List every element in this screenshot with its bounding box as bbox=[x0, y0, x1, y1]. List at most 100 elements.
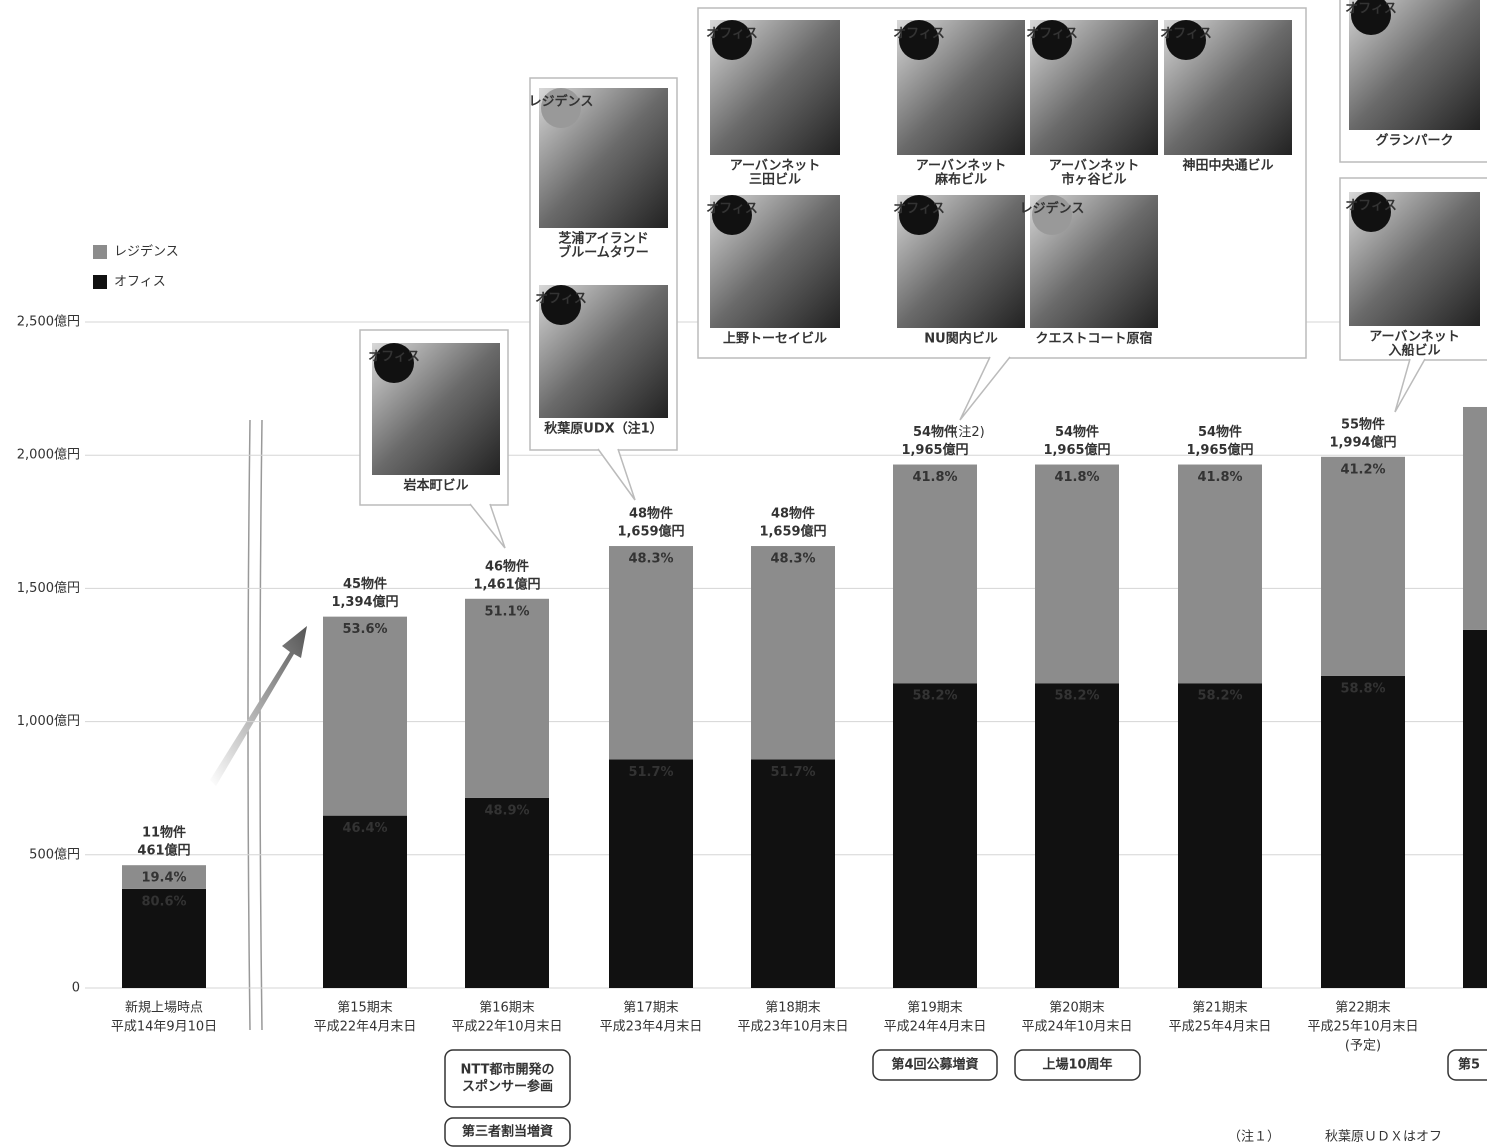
total-label: 1,659億円 bbox=[617, 524, 684, 540]
count-label: 48物件 bbox=[629, 506, 673, 522]
count-label: 54物件 bbox=[1198, 424, 1242, 440]
share-label: 41.2% bbox=[1340, 462, 1385, 477]
y-tick-label: 1,500億円 bbox=[17, 580, 80, 596]
share-label: 53.6% bbox=[342, 622, 387, 637]
x-tick-label: 第19期末 bbox=[907, 1001, 963, 1016]
badge-label: オフィス bbox=[706, 27, 758, 42]
photo-caption: アーバンネット bbox=[730, 159, 820, 174]
photo-caption: NU関内ビル bbox=[924, 331, 997, 347]
y-tick-label: 1,000億円 bbox=[17, 713, 80, 729]
share-label: 58.2% bbox=[1054, 689, 1099, 704]
bar-segment bbox=[893, 464, 977, 684]
share-label: 58.2% bbox=[1197, 689, 1242, 704]
event-box bbox=[872, 1049, 998, 1081]
total-label: 1,461億円 bbox=[473, 576, 540, 592]
count-label: 55物件 bbox=[1341, 416, 1385, 432]
bar-segment bbox=[465, 797, 549, 988]
bar-segment bbox=[122, 888, 206, 988]
photo-caption: アーバンネット bbox=[1049, 159, 1139, 174]
badge-label: オフィス bbox=[893, 202, 945, 217]
event-label: 第三者割当増資 bbox=[462, 1124, 553, 1140]
badge bbox=[899, 20, 939, 60]
event-box bbox=[1447, 1049, 1487, 1081]
share-label: 48.9% bbox=[484, 803, 529, 818]
x-tick-label: 第17期末 bbox=[623, 1001, 679, 1016]
share-label: 41.8% bbox=[1054, 470, 1099, 485]
bar-segment bbox=[609, 759, 693, 988]
x-tick-label: 平成25年4月末日 bbox=[1169, 1020, 1272, 1035]
photo-caption: 芝浦アイランド bbox=[558, 231, 648, 247]
badge bbox=[541, 285, 581, 325]
event-label: NTT都市開発の bbox=[461, 1062, 555, 1078]
total-label: 1,965億円 bbox=[1043, 442, 1110, 458]
badge bbox=[1166, 20, 1206, 60]
share-label: 51.1% bbox=[484, 604, 529, 619]
photo-caption: 上野トーセイビル bbox=[723, 331, 827, 347]
photo-caption: クエストコート原宿 bbox=[1035, 331, 1152, 347]
badge-label: オフィス bbox=[1345, 2, 1397, 17]
total-label: 1,965億円 bbox=[1186, 442, 1253, 458]
bar-segment bbox=[751, 759, 835, 988]
event-label: 上場10周年 bbox=[1042, 1057, 1112, 1073]
photo-caption: アーバンネット bbox=[1369, 330, 1459, 345]
y-tick-label: 2,500億円 bbox=[17, 314, 80, 330]
count-note: (注2) bbox=[953, 425, 984, 440]
total-label: 1,965億円 bbox=[901, 442, 968, 458]
photo-caption: 岩本町ビル bbox=[402, 478, 468, 494]
growth-arrow bbox=[210, 626, 307, 786]
event-label: 第4回公募増資 bbox=[891, 1057, 978, 1073]
photo-caption: 神田中央通ビル bbox=[1182, 158, 1273, 174]
x-tick-label: 第22期末 bbox=[1335, 1001, 1391, 1016]
share-label: 48.3% bbox=[628, 552, 673, 567]
event-box bbox=[444, 1049, 571, 1108]
bar-segment bbox=[122, 865, 206, 889]
share-label: 41.8% bbox=[1197, 470, 1242, 485]
badge-label: オフィス bbox=[893, 27, 945, 42]
badge-label: オフィス bbox=[1160, 27, 1212, 42]
bar-segment bbox=[751, 546, 835, 760]
photo-caption: 秋葉原UDX（注1） bbox=[544, 421, 662, 437]
callout-pointer bbox=[469, 503, 506, 549]
event-label: スポンサー参画 bbox=[462, 1079, 553, 1095]
footnote-text: 秋葉原ＵＤＸはオフ bbox=[1325, 1130, 1442, 1145]
y-tick-label: 500億円 bbox=[29, 846, 80, 862]
total-label: 1,994億円 bbox=[1329, 434, 1396, 450]
badge-label: オフィス bbox=[706, 202, 758, 217]
count-label: 46物件 bbox=[485, 558, 529, 574]
callout-pointer bbox=[597, 448, 636, 501]
share-label: 41.8% bbox=[912, 470, 957, 485]
photo-caption: グランパーク bbox=[1375, 133, 1453, 149]
badge bbox=[1351, 0, 1391, 35]
y-tick-label: 2,000億円 bbox=[17, 447, 80, 463]
badge-label: オフィス bbox=[1345, 199, 1397, 214]
footnote-mark: （注１） bbox=[1228, 1130, 1280, 1145]
badge bbox=[1032, 195, 1072, 235]
bar-segment bbox=[1321, 456, 1405, 676]
x-tick-label: 平成24年4月末日 bbox=[884, 1020, 987, 1035]
x-tick-label: 第16期末 bbox=[479, 1001, 535, 1016]
x-tick-label: (予定) bbox=[1345, 1039, 1381, 1054]
bar-segment bbox=[323, 616, 407, 816]
legend-label: オフィス bbox=[114, 275, 166, 290]
share-label: 58.2% bbox=[912, 689, 957, 704]
event-box bbox=[1014, 1049, 1141, 1081]
x-tick-label: 平成22年4月末日 bbox=[314, 1020, 417, 1035]
bar-segment bbox=[323, 815, 407, 988]
x-tick-label: 第20期末 bbox=[1049, 1001, 1105, 1016]
bar-segment bbox=[1178, 464, 1262, 684]
x-tick-label: 平成24年10月末日 bbox=[1021, 1020, 1132, 1035]
x-tick-label: 平成23年10月末日 bbox=[737, 1020, 848, 1035]
bar-segment bbox=[1463, 629, 1487, 988]
share-label: 80.6% bbox=[141, 894, 186, 909]
total-label: 461億円 bbox=[137, 843, 190, 859]
count-label: 45物件 bbox=[343, 576, 387, 592]
photo-caption: 入船ビル bbox=[1388, 343, 1440, 359]
badge bbox=[1351, 192, 1391, 232]
legend-label: レジデンス bbox=[114, 244, 179, 260]
badge bbox=[1032, 20, 1072, 60]
share-label: 19.4% bbox=[141, 871, 186, 886]
photo-caption: 三田ビル bbox=[749, 172, 801, 188]
bar-segment bbox=[1463, 406, 1487, 630]
badge-label: オフィス bbox=[1026, 27, 1078, 42]
photo-caption: ブルームタワー bbox=[558, 245, 649, 261]
